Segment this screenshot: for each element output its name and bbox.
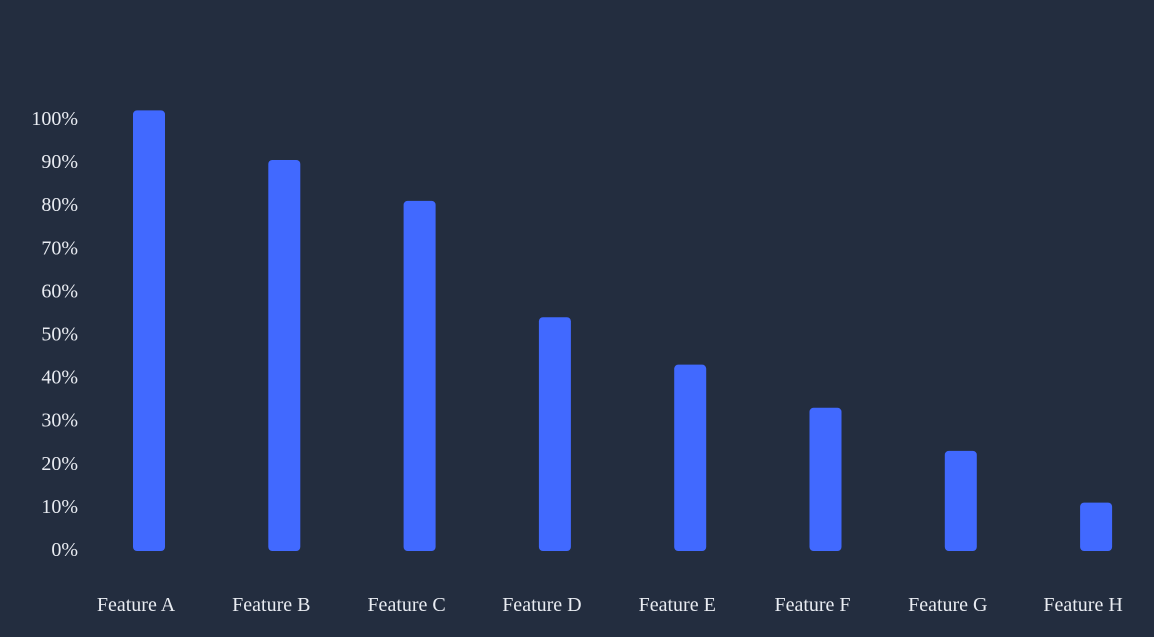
- x-tick-label: Feature E: [639, 594, 716, 616]
- y-tick-label: 0%: [51, 539, 78, 561]
- y-tick-label: 70%: [41, 237, 78, 259]
- bar-feature-g: [944, 450, 977, 551]
- y-tick-label: 100%: [31, 108, 78, 130]
- x-tick-label: Feature C: [367, 594, 445, 616]
- bar-feature-h: [1080, 502, 1113, 551]
- y-tick-label: 50%: [41, 324, 78, 346]
- x-axis-tick-labels: Feature A Feature B Feature C Feature D Feat…: [97, 594, 1123, 616]
- y-tick-label: 40%: [41, 367, 78, 389]
- bar-feature-e: [674, 364, 707, 551]
- y-tick-label: 80%: [41, 194, 78, 216]
- bar-feature-a: [133, 110, 165, 551]
- bar-feature-c: [403, 200, 436, 551]
- bars-group: [133, 110, 1113, 551]
- y-tick-label: 20%: [41, 453, 78, 475]
- x-tick-label: Feature A: [97, 594, 176, 616]
- bar-feature-f: [809, 407, 842, 551]
- y-tick-label: 10%: [41, 496, 78, 518]
- bar-feature-d: [538, 317, 571, 551]
- y-tick-label: 90%: [41, 151, 78, 173]
- y-tick-label: 30%: [41, 410, 78, 432]
- x-tick-label: Feature B: [232, 594, 310, 616]
- x-tick-label: Feature G: [908, 594, 987, 616]
- x-tick-label: Feature H: [1043, 594, 1122, 616]
- bar-feature-b: [268, 159, 301, 551]
- x-tick-label: Feature D: [502, 594, 581, 616]
- y-tick-label: 60%: [41, 280, 78, 302]
- x-tick-label: Feature F: [774, 594, 850, 616]
- y-axis-tick-labels: 0% 10% 20% 30% 40% 50% 60% 70% 80% 90% 100%: [31, 108, 78, 561]
